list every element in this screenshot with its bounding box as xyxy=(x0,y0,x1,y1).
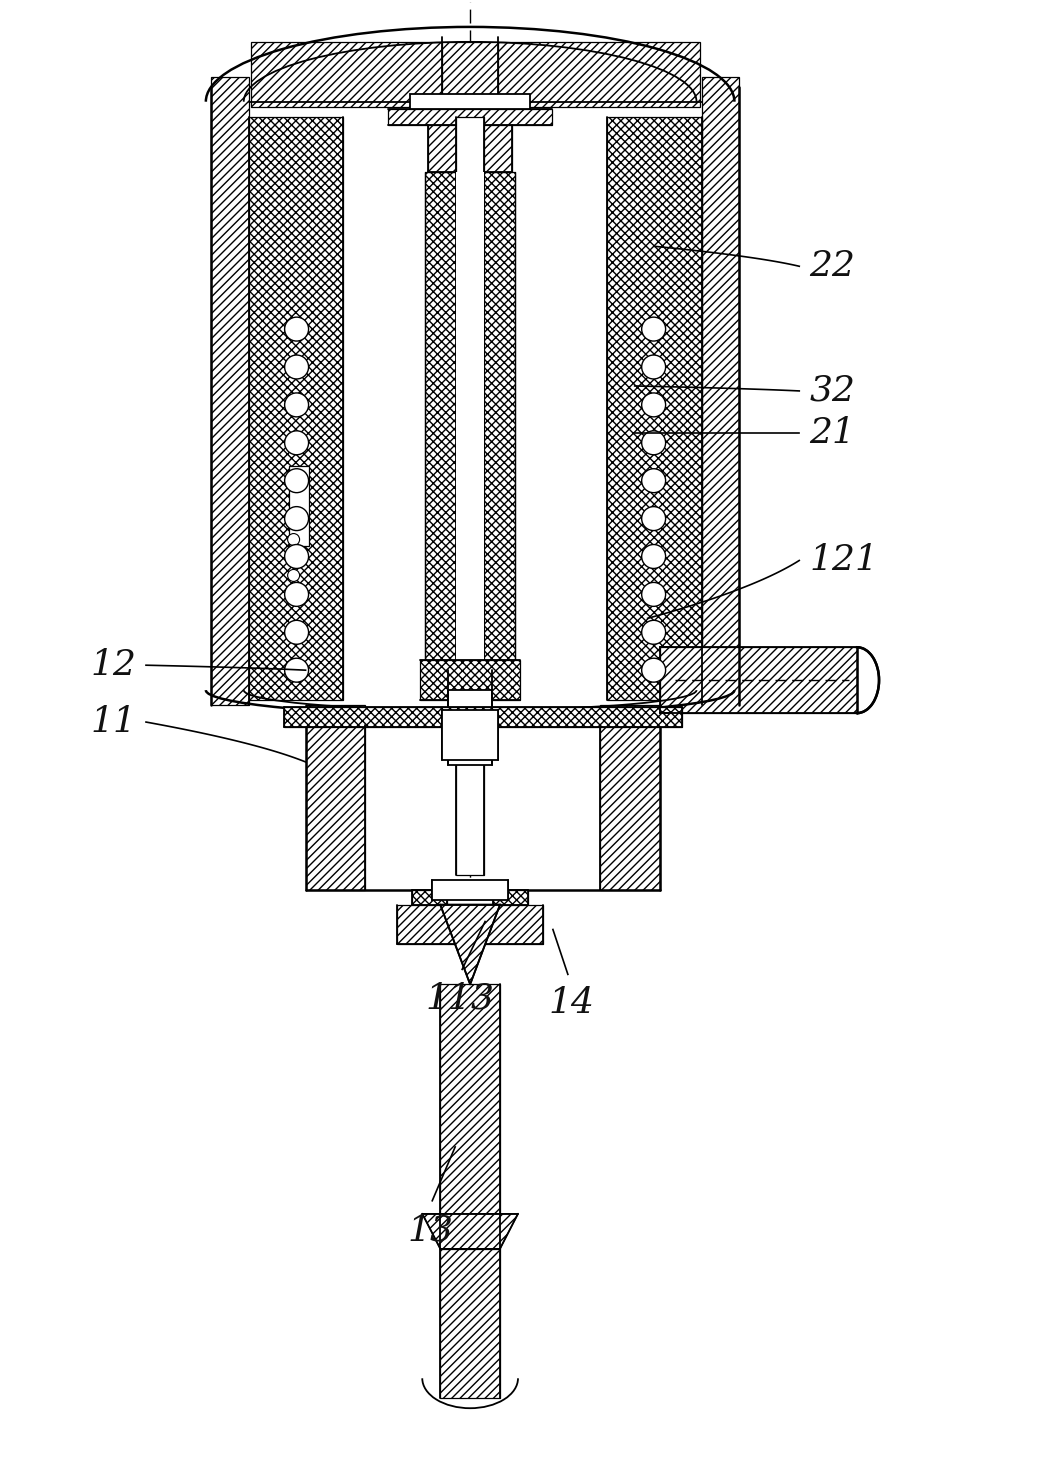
Bar xyxy=(428,124,512,172)
Polygon shape xyxy=(289,466,309,546)
Text: 14: 14 xyxy=(549,986,595,1020)
Circle shape xyxy=(642,659,666,682)
Circle shape xyxy=(642,469,666,493)
Circle shape xyxy=(288,515,300,527)
Bar xyxy=(433,879,508,900)
Circle shape xyxy=(642,392,666,417)
Circle shape xyxy=(642,317,666,340)
Circle shape xyxy=(642,431,666,454)
Circle shape xyxy=(642,545,666,568)
Circle shape xyxy=(285,506,309,530)
Text: 11: 11 xyxy=(90,704,136,739)
Text: 113: 113 xyxy=(425,981,495,1015)
Circle shape xyxy=(642,583,666,607)
Bar xyxy=(600,704,659,889)
Text: 121: 121 xyxy=(809,543,878,577)
Circle shape xyxy=(642,355,666,379)
Bar xyxy=(493,889,528,904)
Bar xyxy=(442,710,498,759)
Bar xyxy=(425,172,515,681)
Bar xyxy=(412,889,447,904)
Circle shape xyxy=(285,659,309,682)
Circle shape xyxy=(285,392,309,417)
Bar xyxy=(702,77,739,704)
Circle shape xyxy=(285,620,309,644)
Text: 22: 22 xyxy=(809,249,855,283)
Bar xyxy=(284,707,681,727)
Bar xyxy=(447,889,493,904)
Circle shape xyxy=(642,506,666,530)
Bar xyxy=(659,647,857,713)
Circle shape xyxy=(288,570,300,582)
Polygon shape xyxy=(440,904,500,984)
Bar xyxy=(457,117,484,875)
Text: 13: 13 xyxy=(408,1214,453,1248)
Circle shape xyxy=(285,583,309,607)
Bar xyxy=(411,93,530,108)
Bar xyxy=(457,172,484,681)
Bar xyxy=(397,904,543,944)
Bar xyxy=(440,1249,500,1399)
Bar xyxy=(440,984,500,1249)
Bar xyxy=(442,41,498,102)
Bar xyxy=(448,690,492,765)
Circle shape xyxy=(285,317,309,340)
Circle shape xyxy=(642,620,666,644)
Circle shape xyxy=(288,534,300,546)
Bar xyxy=(306,704,365,889)
Bar xyxy=(211,77,249,704)
Bar xyxy=(420,660,520,700)
Bar xyxy=(606,117,702,700)
Circle shape xyxy=(285,469,309,493)
Text: 32: 32 xyxy=(809,374,855,408)
Bar xyxy=(251,41,700,107)
Polygon shape xyxy=(422,1214,518,1249)
Circle shape xyxy=(288,552,300,564)
Bar xyxy=(249,117,343,700)
Circle shape xyxy=(285,355,309,379)
Text: 12: 12 xyxy=(90,648,136,682)
Circle shape xyxy=(285,431,309,454)
Text: 21: 21 xyxy=(809,416,855,450)
Circle shape xyxy=(285,545,309,568)
Bar xyxy=(388,108,552,124)
